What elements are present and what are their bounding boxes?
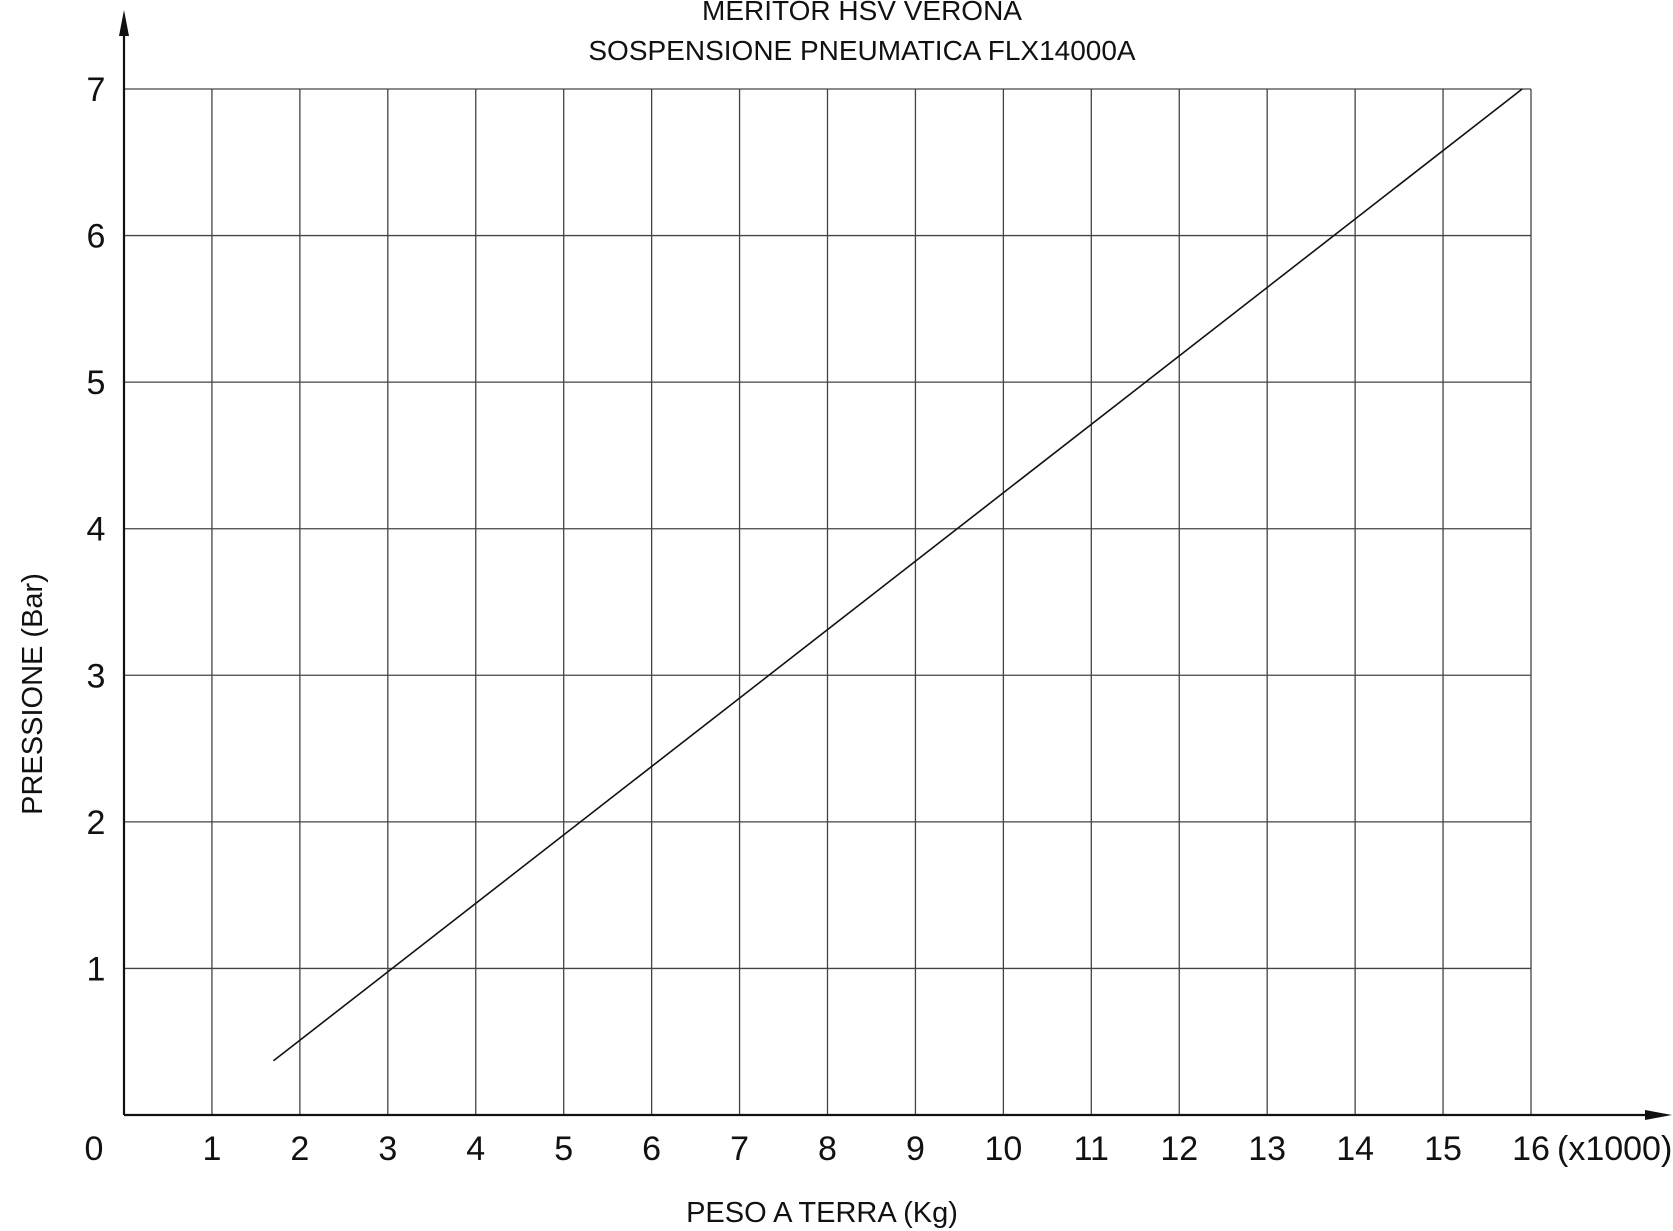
x-tick-label: 13 <box>1248 1130 1286 1168</box>
series-line <box>273 88 1523 1062</box>
x-unit-note: (x1000) <box>1557 1130 1672 1168</box>
x-tick-label: 16 <box>1512 1130 1550 1168</box>
x-tick-label: 12 <box>1160 1130 1198 1168</box>
chart-subtitle: SOSPENSIONE PNEUMATICA FLX14000A <box>588 35 1136 66</box>
y-tick-label: 1 <box>87 950 106 988</box>
x-axis-label: PESO A TERRA (Kg) <box>686 1197 958 1229</box>
y-tick-label: 6 <box>87 218 106 256</box>
y-tick-labels: 1 2 3 4 5 6 7 <box>87 71 106 988</box>
x-tick-label: 11 <box>1074 1130 1109 1168</box>
x-tick-label: 1 <box>202 1130 221 1168</box>
x-tick-label: 7 <box>730 1130 749 1168</box>
x-tick-label: 15 <box>1424 1130 1462 1168</box>
origin-label: 0 <box>85 1130 104 1168</box>
x-axis-arrow <box>1645 1110 1672 1120</box>
x-tick-label: 8 <box>818 1130 837 1168</box>
y-axis-label: PRESSIONE (Bar) <box>17 573 49 815</box>
y-tick-label: 3 <box>87 657 106 695</box>
y-axis-arrow <box>119 10 129 36</box>
x-tick-label: 2 <box>290 1130 309 1168</box>
x-tick-label: 14 <box>1336 1130 1374 1168</box>
y-tick-label: 5 <box>87 364 106 402</box>
chart-title: MERITOR HSV VERONA <box>702 0 1022 26</box>
x-tick-label: 3 <box>378 1130 397 1168</box>
axes <box>119 10 1672 1120</box>
y-tick-label: 2 <box>87 804 106 842</box>
x-tick-label: 4 <box>466 1130 485 1168</box>
x-tick-label: 10 <box>984 1130 1022 1168</box>
series-layer <box>273 88 1523 1062</box>
x-tick-label: 5 <box>554 1130 573 1168</box>
grid-lines <box>124 88 1532 1115</box>
x-tick-label: 9 <box>906 1130 925 1168</box>
y-tick-label: 4 <box>87 511 106 549</box>
x-tick-label: 6 <box>642 1130 661 1168</box>
y-tick-label: 7 <box>87 71 106 109</box>
x-tick-labels: 1 2 3 4 5 6 7 8 9 10 11 12 13 14 15 16 <box>202 1130 1549 1168</box>
